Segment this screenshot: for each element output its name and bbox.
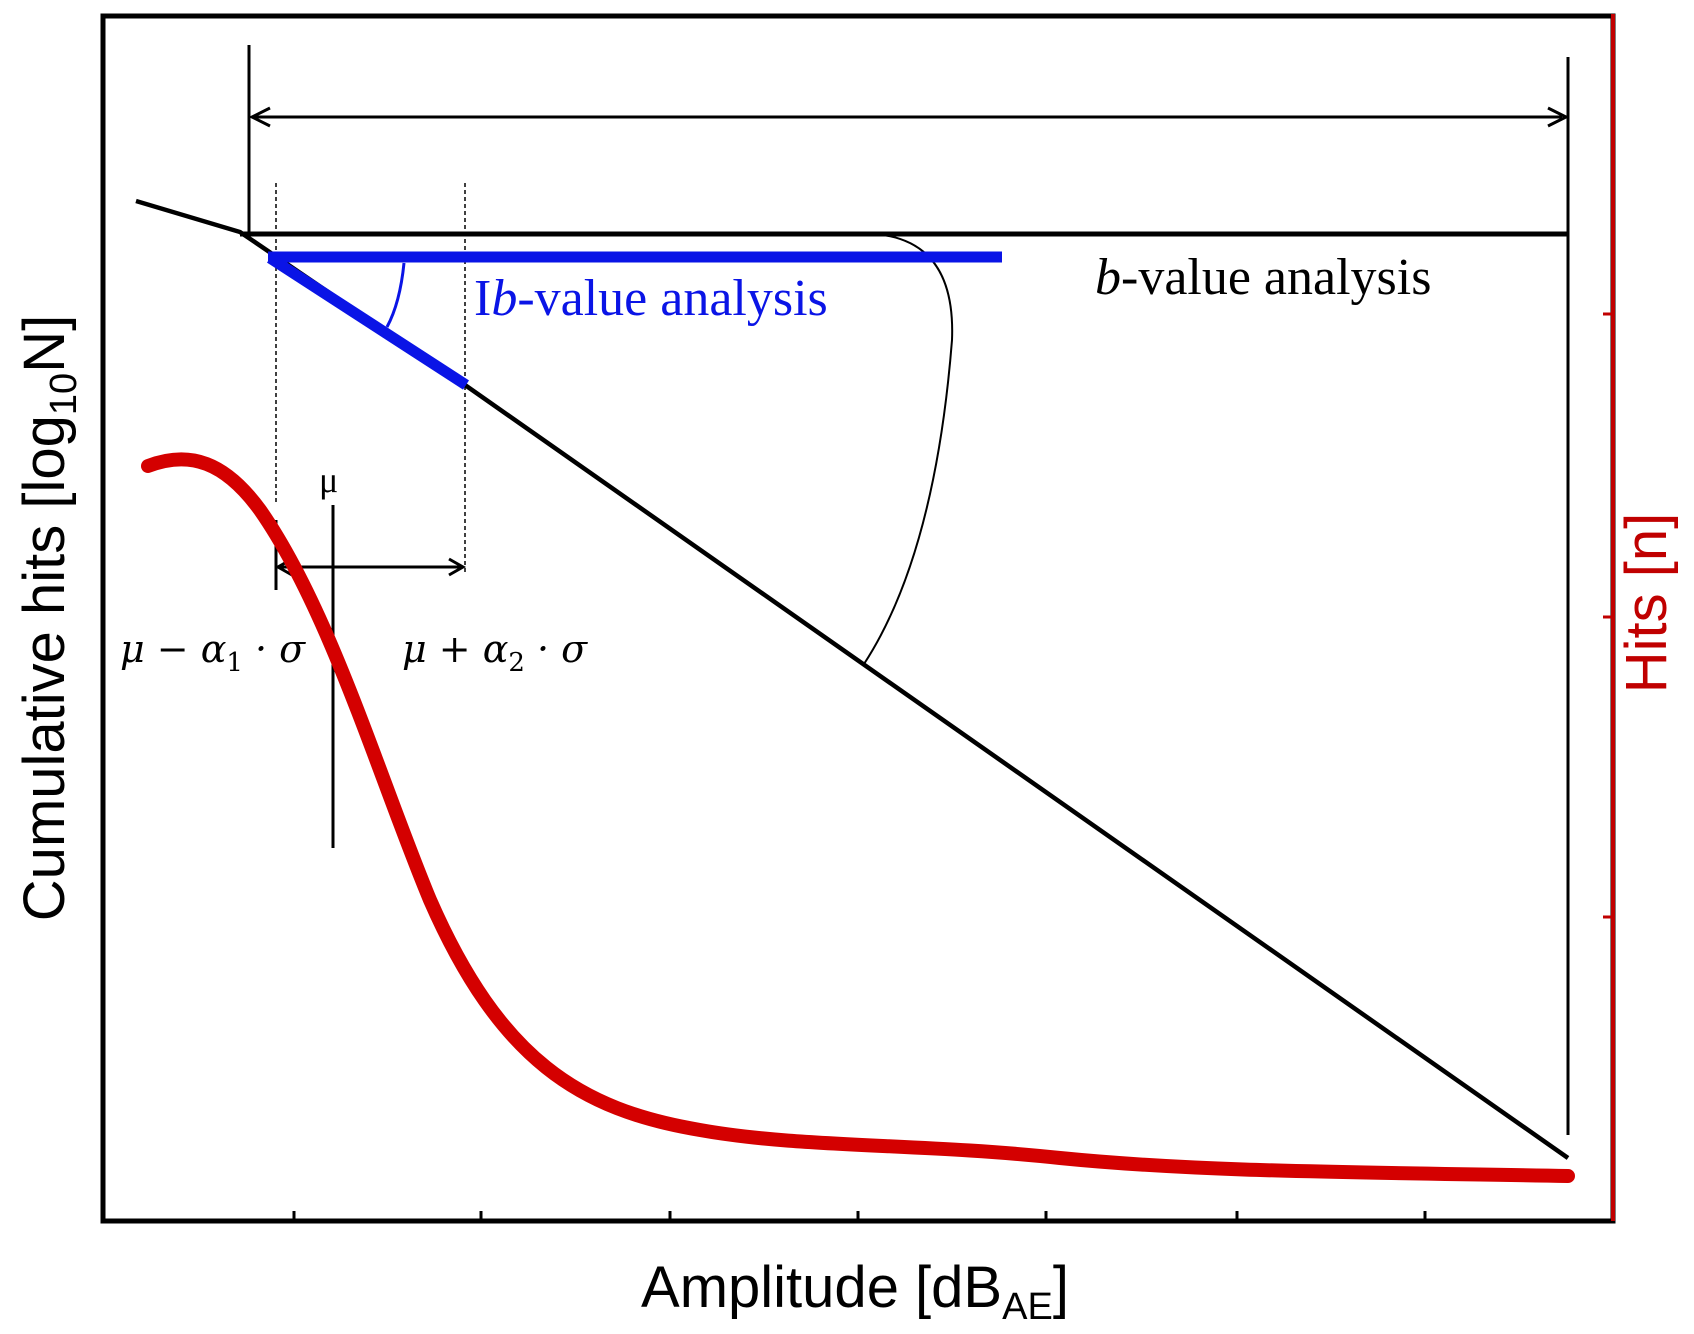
x-axis-label: Amplitude [dBAE] [641, 1255, 1069, 1328]
right-axis [1603, 14, 1615, 1221]
y-right-axis-label: Hits [n] [1614, 513, 1679, 694]
mu-label: μ [319, 460, 338, 500]
range-bracket [247, 45, 1570, 1135]
x-axis-ticks [292, 1211, 1427, 1221]
ib-value-lines [267, 251, 1002, 390]
plot-frame [100, 13, 1616, 1224]
mu-minus-sigma-label: μ − α1 · σ [120, 627, 306, 678]
mu-plus-sigma-label: μ + α2 · σ [402, 627, 588, 678]
ib-value-analysis-label: Ib-value analysis [474, 270, 828, 327]
b-value-analysis-label: b-value analysis [1095, 249, 1431, 306]
mu-interval [274, 505, 467, 848]
ib-value-angle-arc [385, 262, 406, 328]
b-value-angle-arc [863, 233, 954, 665]
sigma-bounds [275, 183, 466, 575]
hits-distribution-curve [141, 452, 1575, 1183]
y-left-axis-label: Cumulative hits [log10N] [12, 315, 85, 921]
